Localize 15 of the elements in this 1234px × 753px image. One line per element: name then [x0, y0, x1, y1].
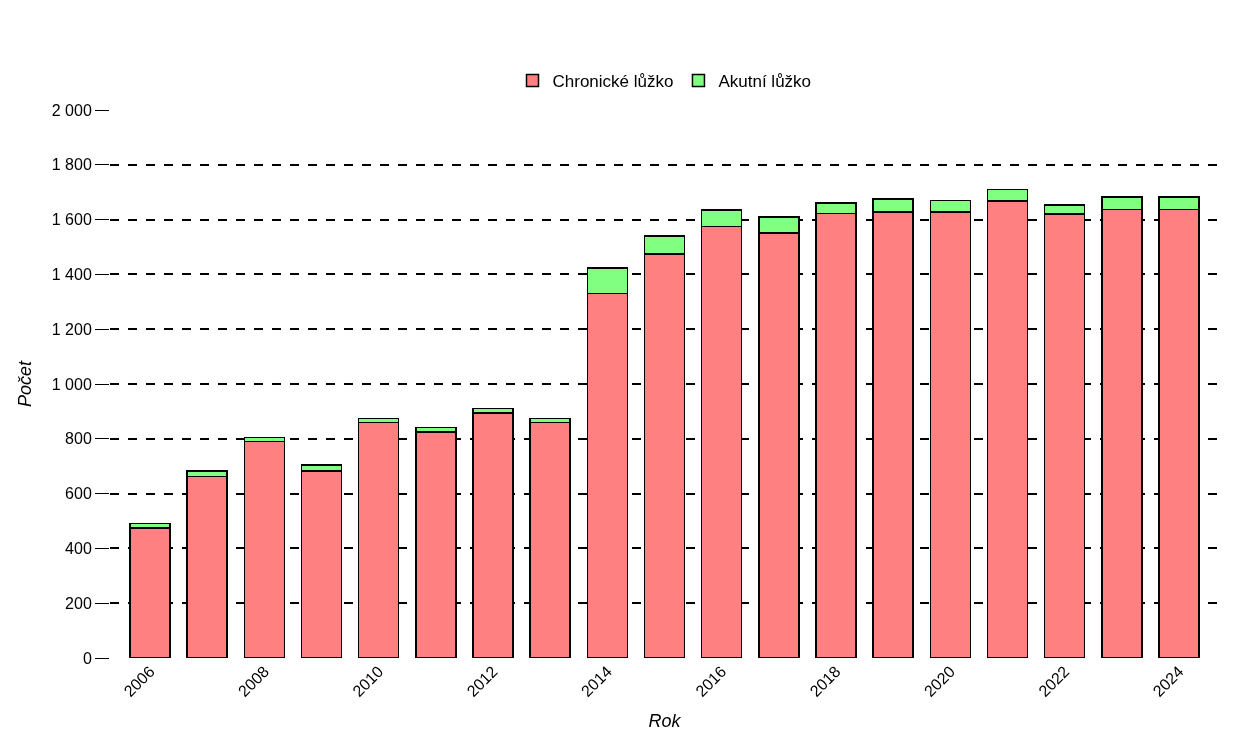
y-tick-label: 0: [82, 649, 92, 667]
y-tick-label: 600: [65, 485, 92, 503]
legend-label: Akutní lůžko: [718, 72, 812, 92]
y-tick-label: 1 800: [51, 156, 92, 174]
y-tick-label: 800: [65, 430, 92, 448]
x-axis-title: Rok: [648, 711, 682, 732]
y-tick-label: 1 400: [51, 266, 92, 283]
y-tick-label: 1 600: [51, 211, 92, 229]
y-axis-title: Počet: [14, 359, 35, 408]
legend-label: Chronické lůžko: [552, 72, 674, 92]
y-tick-label: 400: [65, 540, 92, 557]
y-tick-label: 1 200: [51, 320, 92, 338]
y-tick-label: 2 000: [51, 101, 92, 119]
y-tick-label: 200: [65, 594, 92, 612]
y-tick-label: 1 000: [51, 375, 92, 393]
